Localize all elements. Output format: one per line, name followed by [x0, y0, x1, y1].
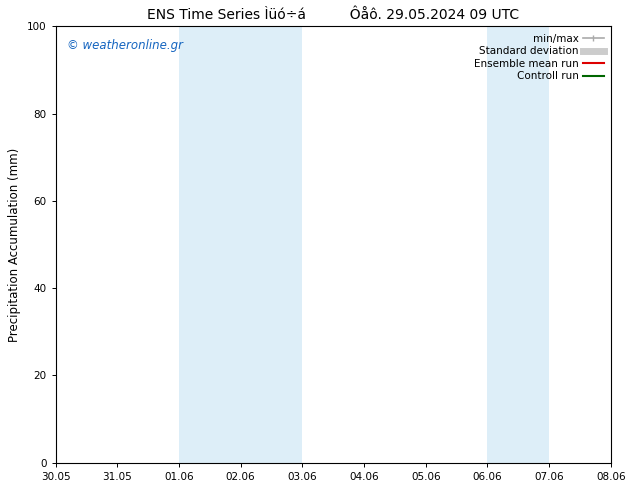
- Text: © weatheronline.gr: © weatheronline.gr: [67, 39, 183, 52]
- Title: ENS Time Series Ìüó÷á          Ôåô. 29.05.2024 09 UTC: ENS Time Series Ìüó÷á Ôåô. 29.05.2024 09…: [147, 8, 519, 23]
- Y-axis label: Precipitation Accumulation (mm): Precipitation Accumulation (mm): [8, 147, 22, 342]
- Legend: min/max, Standard deviation, Ensemble mean run, Controll run: min/max, Standard deviation, Ensemble me…: [472, 31, 605, 83]
- Bar: [179, 26, 302, 463]
- Bar: [488, 26, 549, 463]
